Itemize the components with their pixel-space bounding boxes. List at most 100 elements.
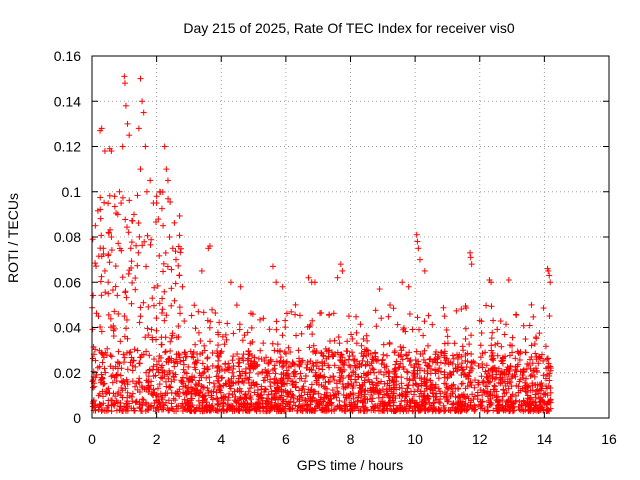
data-point <box>381 361 388 368</box>
data-point <box>163 166 170 173</box>
data-point <box>350 391 357 398</box>
data-point <box>432 397 439 404</box>
data-point <box>536 395 543 402</box>
data-point <box>121 313 128 320</box>
data-points <box>89 73 554 415</box>
data-point <box>520 368 527 375</box>
data-point <box>523 382 530 389</box>
data-point <box>95 392 102 399</box>
data-point <box>426 356 433 363</box>
data-point <box>183 375 190 382</box>
data-point <box>137 304 144 311</box>
data-point <box>121 73 128 80</box>
data-point <box>293 332 300 339</box>
data-point <box>136 388 143 395</box>
data-point <box>411 364 418 371</box>
data-point <box>98 328 105 335</box>
data-point <box>429 389 436 396</box>
data-point <box>374 379 381 386</box>
data-point <box>292 402 299 409</box>
data-point <box>322 407 329 414</box>
y-tick-label: 0.12 <box>54 139 81 155</box>
data-point <box>421 267 428 274</box>
data-point <box>115 310 122 317</box>
data-point <box>128 217 135 224</box>
data-point <box>314 359 321 366</box>
data-point <box>105 290 112 297</box>
data-point <box>455 363 462 370</box>
data-point <box>475 379 482 386</box>
data-point <box>379 407 386 414</box>
data-point <box>224 397 231 404</box>
data-point <box>206 324 213 331</box>
data-point <box>458 353 465 360</box>
data-point <box>512 355 519 362</box>
data-point <box>498 343 505 350</box>
data-point <box>361 346 368 353</box>
data-point <box>260 340 267 347</box>
data-point <box>197 351 204 358</box>
y-tick-labels: 0 0.02 0.04 0.06 0.08 0.1 0.12 0.14 0.16 <box>54 48 81 426</box>
data-point <box>545 360 552 367</box>
data-point <box>401 397 408 404</box>
data-point <box>115 240 122 247</box>
data-point <box>498 357 505 364</box>
data-point <box>226 364 233 371</box>
data-point <box>489 352 496 359</box>
data-point <box>107 226 114 233</box>
data-point <box>293 383 300 390</box>
data-point <box>325 362 332 369</box>
data-point <box>95 313 102 320</box>
data-point <box>127 359 134 366</box>
data-point <box>111 193 118 200</box>
chart-title: Day 215 of 2025, Rate Of TEC Index for r… <box>183 20 514 36</box>
data-point <box>278 389 285 396</box>
data-point <box>199 360 206 367</box>
data-point <box>157 403 164 410</box>
data-point <box>289 391 296 398</box>
data-point <box>101 199 108 206</box>
data-point <box>221 341 228 348</box>
data-point <box>328 402 335 409</box>
data-point <box>210 380 217 387</box>
data-point <box>98 292 105 299</box>
data-point <box>245 355 252 362</box>
data-point <box>124 120 131 127</box>
data-point <box>393 358 400 365</box>
data-point <box>441 369 448 376</box>
data-point <box>121 80 128 87</box>
data-point <box>198 267 205 274</box>
data-point <box>244 329 251 336</box>
data-point <box>538 396 545 403</box>
data-point <box>478 373 485 380</box>
data-point <box>444 333 451 340</box>
data-point <box>537 403 544 410</box>
data-point <box>399 356 406 363</box>
data-point <box>129 279 136 286</box>
data-point <box>481 407 488 414</box>
data-point <box>372 402 379 409</box>
data-point <box>192 387 199 394</box>
data-point <box>504 376 511 383</box>
data-point <box>112 372 119 379</box>
data-point <box>441 374 448 381</box>
data-point <box>435 385 442 392</box>
data-point <box>214 348 221 355</box>
data-point <box>237 394 244 401</box>
data-point <box>145 332 152 339</box>
data-point <box>493 371 500 378</box>
data-point <box>235 355 242 362</box>
data-point <box>343 392 350 399</box>
data-point <box>340 375 347 382</box>
data-point <box>483 373 490 380</box>
data-point <box>538 380 545 387</box>
data-point <box>204 366 211 373</box>
data-point <box>227 385 234 392</box>
data-point <box>180 380 187 387</box>
data-point <box>135 249 142 256</box>
data-point <box>168 302 175 309</box>
data-point <box>426 363 433 370</box>
data-point <box>421 407 428 414</box>
data-point <box>315 365 322 372</box>
data-point <box>468 332 475 339</box>
